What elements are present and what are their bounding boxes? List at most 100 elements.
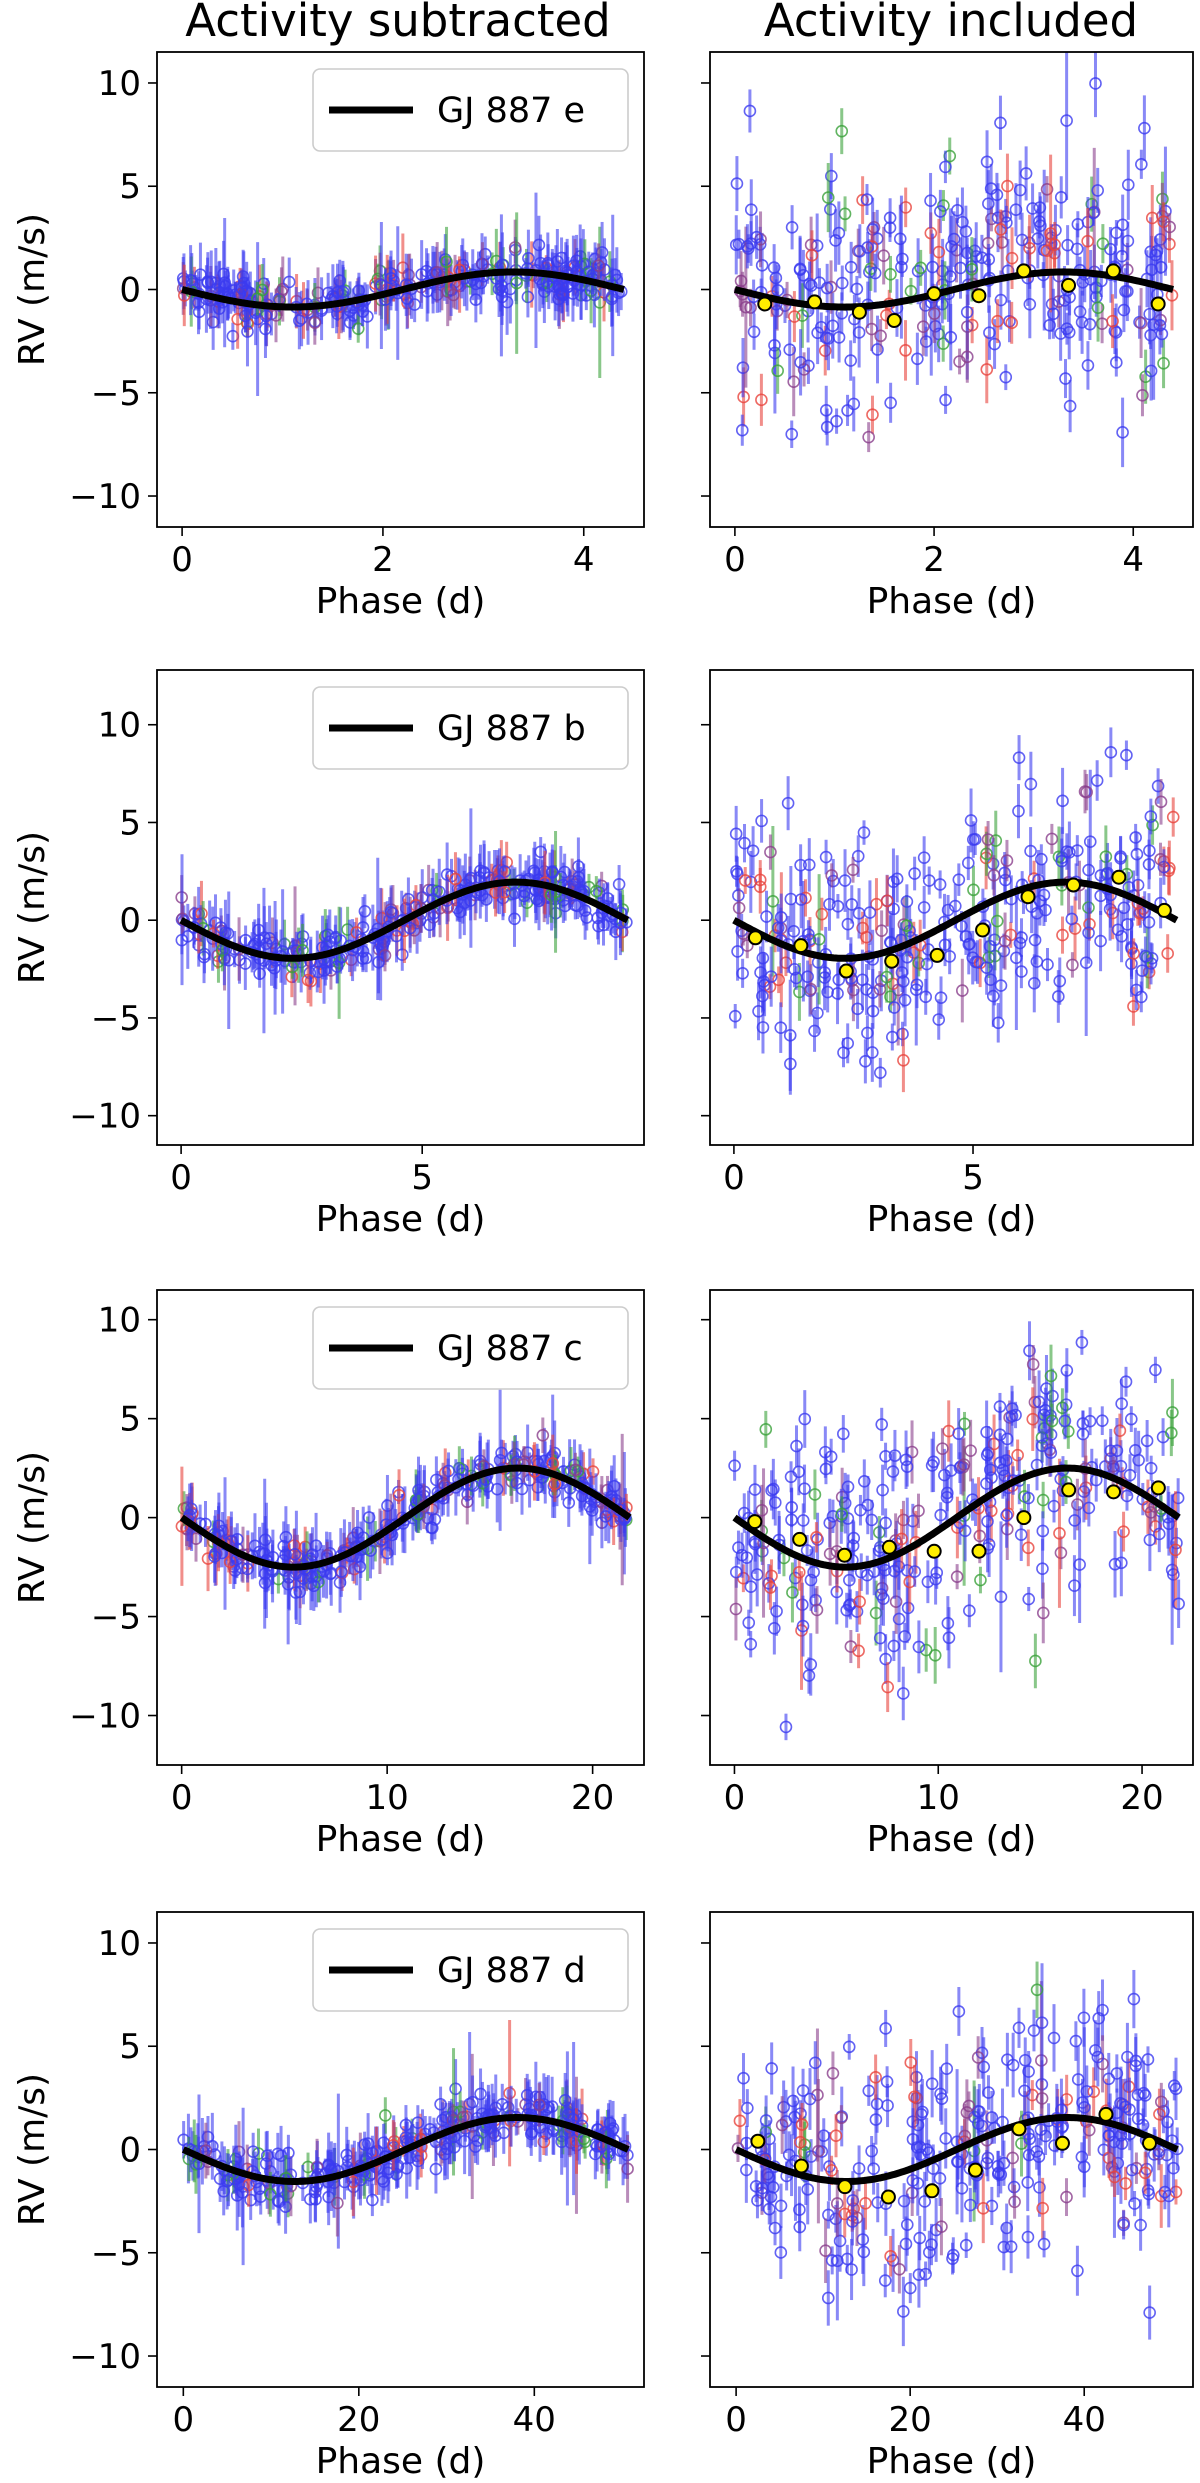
binned-point [1020,889,1036,905]
rv-point [980,847,993,861]
rv-point [1120,748,1133,762]
rv-point [1014,1528,1028,1542]
rv-point [1134,2218,1147,2232]
rv-point [750,230,763,244]
rv-point [795,2118,809,2131]
rv-point [989,834,1003,847]
rv-point [982,197,995,211]
rv-point [335,1565,348,1578]
y-tick-label: 5 [119,167,141,207]
rv-point [1139,949,1152,963]
rv-point [580,911,594,924]
binned-point [837,2179,853,2195]
rv-point [879,1516,892,1530]
rv-point [994,1590,1008,1604]
rv-point [590,884,603,898]
rv-point [981,833,995,846]
rv-point [771,284,785,297]
rv-point [874,329,887,343]
rv-point [258,1567,272,1580]
rv-point [835,124,849,138]
rv-point [788,963,801,976]
rv-point [948,899,962,913]
rv-point [740,939,754,952]
binned-point [1098,2106,1114,2122]
rv-point [781,796,795,810]
rv-point [912,1504,925,1518]
rv-point [1082,1501,1096,1515]
rv-point [900,895,914,908]
rv-point [464,871,478,885]
rv-point [835,276,849,290]
rv-point [883,221,897,235]
panel-1-included: 0 2 4 Phase (d) [701,51,1194,622]
rv-point [1149,1363,1162,1377]
y-tick-label: −10 [69,1697,141,1737]
rv-point [744,1580,758,1594]
rv-point [311,286,325,300]
rv-point [1035,2092,1049,2105]
rv-point [403,2151,417,2164]
rv-point [1121,285,1134,298]
x-axis-label: Phase (d) [316,1819,486,1860]
rv-point [820,281,834,295]
rv-point [973,2105,986,2118]
rv-point [735,423,749,437]
rv-point [1127,1992,1141,2006]
rv-point [958,2129,972,2143]
rv-point [844,354,857,367]
rv-point [1119,2177,1132,2190]
rv-point [925,2238,938,2251]
rv-point [934,205,947,218]
y-tick-label: 10 [98,64,141,104]
x-tick-label: 0 [724,540,746,580]
rv-point [742,1616,756,1630]
binned-point [807,294,823,310]
rv-point [330,960,344,973]
rv-point [571,875,584,888]
rv-point [1058,294,1071,307]
rv-point [917,901,931,914]
rv-point [774,911,788,924]
rv-point [757,975,770,988]
rv-point [852,1644,865,1658]
rv-point [929,1572,942,1586]
rv-point [785,220,799,234]
binned-point [924,2183,940,2199]
rv-point [493,1453,507,1467]
rv-point [952,2005,966,2018]
rv-point [1123,1468,1137,1482]
rv-point [936,337,950,350]
rv-point [1106,314,1119,328]
rv-point [756,1021,770,1034]
rv-point [1011,1448,1024,1462]
rv-point [1154,852,1167,866]
rv-point [508,241,522,254]
panel-3-subtracted: 0 10 20 10 5 0 −5 −10 Phase (d) RV (m/s) GJ 887 c [12,1289,645,1860]
rv-point [838,2207,852,2221]
rv-point [1172,1597,1185,1611]
rv-point [239,933,252,947]
rv-point [260,2149,274,2162]
rv-point [779,2115,793,2128]
rv-point [510,276,523,290]
rv-point [769,271,783,285]
rv-point [797,363,811,376]
rv-point [1124,1412,1138,1426]
legend-box [312,1306,629,1390]
rv-point [997,2156,1011,2170]
rv-point [866,408,879,421]
rv-point [1033,2181,1046,2194]
rv-point [869,2070,882,2084]
y-tick-label: 0 [119,271,141,311]
rv-point [732,901,746,915]
rv-point [1166,810,1180,824]
rv-point [825,2254,839,2267]
rv-point [1036,2201,1049,2215]
rv-point [1117,901,1131,915]
binned-point [971,288,987,304]
rv-point [1129,2054,1143,2068]
rv-point [841,1037,855,1050]
plot-area [175,1389,633,1645]
